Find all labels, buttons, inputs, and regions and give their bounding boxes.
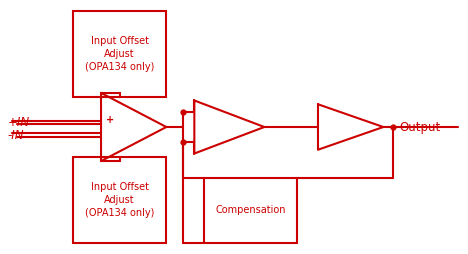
Bar <box>204 178 297 243</box>
Text: Output: Output <box>400 120 441 134</box>
Bar <box>73 11 166 97</box>
Text: Compensation: Compensation <box>215 205 285 215</box>
Bar <box>73 157 166 243</box>
Text: Input Offset
Adjust
(OPA134 only): Input Offset Adjust (OPA134 only) <box>85 36 154 72</box>
Text: -IN: -IN <box>7 129 24 142</box>
Text: +: + <box>106 115 114 125</box>
Text: +IN: +IN <box>7 116 30 129</box>
Text: Input Offset
Adjust
(OPA134 only): Input Offset Adjust (OPA134 only) <box>85 182 154 218</box>
